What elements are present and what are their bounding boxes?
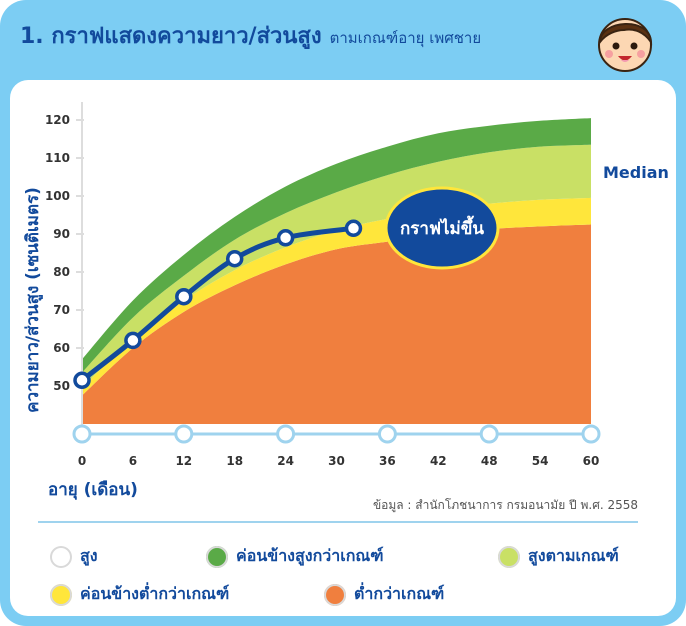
y-tick-label: 120: [45, 113, 70, 127]
legend: สูง ค่อนข้างสูงกว่าเกณฑ์ สูงตามเกณฑ์ ค่อ…: [46, 538, 656, 618]
growth-point: [344, 219, 363, 238]
x-tick-label: 12: [175, 454, 192, 468]
x-tick-label: 6: [129, 454, 137, 468]
legend-swatch: [50, 583, 72, 606]
x-axis-marker: [479, 424, 499, 444]
legend-item-normal: สูงตามเกณฑ์: [498, 544, 619, 569]
x-tick-label: 30: [328, 454, 345, 468]
y-axis-label: ความยาว/ส่วนสูง (เซนติเมตร): [23, 187, 44, 413]
chart-bands: [82, 118, 591, 424]
x-tick-label: 60: [583, 454, 600, 468]
annotation-text: กราฟไม่ขึ้น: [400, 215, 484, 239]
y-tick-label: 90: [53, 227, 70, 241]
x-tick-label: 0: [78, 454, 86, 468]
y-tick-label: 80: [53, 265, 70, 279]
band-1: [82, 197, 591, 396]
legend-swatch: [498, 545, 520, 568]
legend-item-above-average: ค่อนข้างสูงกว่าเกณฑ์: [206, 544, 384, 569]
x-tick-label: 54: [532, 454, 549, 468]
legend-item-low: ต่ำกว่าเกณฑ์: [324, 582, 444, 607]
legend-item-tall: สูง: [50, 544, 98, 569]
legend-swatch: [324, 583, 346, 606]
data-source: ข้อมูล : สำนักโภชนาการ กรมอนามัย ปี พ.ศ.…: [372, 498, 638, 512]
x-axis-marker: [377, 424, 397, 444]
divider: [38, 521, 638, 523]
boy-face-icon: [598, 18, 653, 72]
x-tick-label: 42: [430, 454, 447, 468]
legend-label: ค่อนข้างสูงกว่าเกณฑ์: [236, 546, 384, 565]
legend-label: สูง: [80, 546, 98, 565]
legend-label: สูงตามเกณฑ์: [528, 546, 619, 565]
band-3: [82, 118, 591, 373]
x-axis-marker: [174, 424, 194, 444]
chart-series: [73, 219, 363, 390]
y-tick-label: 110: [45, 151, 70, 165]
x-tick-label: 36: [379, 454, 396, 468]
growth-point: [225, 249, 244, 268]
x-tick-label: 24: [277, 454, 294, 468]
legend-label: ค่อนข้างต่ำกว่าเกณฑ์: [80, 584, 230, 603]
x-axis-label: อายุ (เดือน): [48, 479, 138, 500]
growth-point: [276, 229, 295, 247]
x-axis-marker: [276, 424, 296, 444]
legend-swatch: [206, 545, 228, 568]
band-0: [82, 224, 591, 424]
growth-point: [73, 371, 91, 390]
page-subtitle: ตามเกณฑ์อายุ เพศชาย: [329, 29, 482, 47]
x-tick-label: 48: [481, 454, 498, 468]
y-tick-label: 70: [53, 303, 70, 317]
y-tick-label: 100: [45, 189, 70, 203]
growth-point: [175, 287, 193, 306]
y-tick-label: 50: [53, 379, 70, 393]
x-axis-marker: [72, 424, 92, 444]
legend-item-below-average: ค่อนข้างต่ำกว่าเกณฑ์: [50, 582, 229, 607]
x-axis-marker: [581, 424, 601, 444]
median-label: Median: [603, 163, 669, 182]
x-tick-label: 18: [226, 454, 243, 468]
title-row: 1. กราฟแสดงความยาว/ส่วนสูง ตามเกณฑ์อายุ …: [20, 18, 481, 68]
legend-label: ต่ำกว่าเกณฑ์: [354, 584, 445, 603]
y-tick-label: 60: [53, 341, 70, 355]
annotation-badge: กราฟไม่ขึ้น: [384, 186, 500, 270]
page-title: 1. กราฟแสดงความยาว/ส่วนสูง: [20, 24, 322, 49]
growth-point: [124, 331, 142, 350]
legend-swatch: [50, 545, 72, 568]
